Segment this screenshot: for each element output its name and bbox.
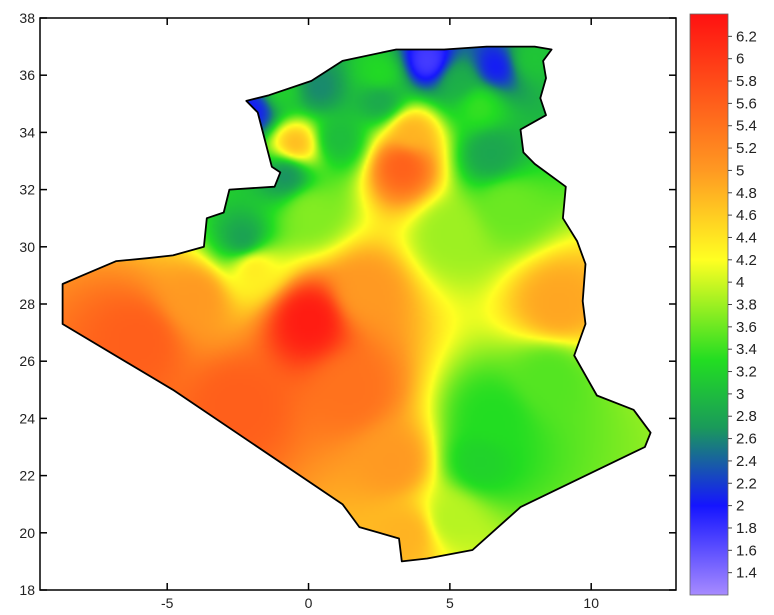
colorbar-tick-label: 4 [736,274,744,291]
x-axis: -5 0 5 10 [161,18,599,611]
colorbar-tick-label: 3.8 [736,297,757,314]
colorbar-tick-label: 1.6 [736,542,757,559]
colorbar-tick-label: 3.6 [736,319,757,336]
y-tick-label: 20 [19,525,35,541]
colorbar-tick-label: 2.6 [736,431,757,448]
y-tick-label: 22 [19,468,35,484]
colorbar-tick-label: 2.8 [736,408,757,425]
colorbar-tick-label: 1.8 [736,520,757,537]
y-tick-label: 28 [19,296,35,312]
colorbar-tick-label: 5 [736,162,744,179]
y-tick-label: 30 [19,239,35,255]
colorbar-tick-label: 3.2 [736,364,757,381]
colorbar-tick-label: 2 [736,498,744,515]
y-tick-label: 36 [19,67,35,83]
colorbar-tick-label: 5.6 [736,95,757,112]
colorbar-tick-label: 6.2 [736,28,757,45]
colorbar-tick-label: 4.6 [736,207,757,224]
colorbar-tick-label: 5.8 [736,73,757,90]
colorbar-tick-label: 5.4 [736,118,757,135]
colorbar-ticks: 6.2 6 5.8 5.6 5.4 5.2 5 4.8 4.6 4.4 4.2 4 3.8 3.6 3.4 3… [728,28,757,582]
plot-area [39,17,677,591]
colorbar-tick-label: 4.4 [736,229,757,246]
x-tick-label: -5 [161,595,174,611]
y-tick-label: 32 [19,182,35,198]
colorbar-tick-label: 6 [736,51,744,68]
colorbar-tick-label: 3 [736,386,744,403]
colorbar-tick-label: 4.8 [736,185,757,202]
x-tick-label: 10 [583,595,599,611]
colorbar-tick-label: 5.2 [736,140,757,157]
colorbar-tick-label: 2.4 [736,453,757,470]
y-tick-label: 24 [19,410,35,426]
colorbar-tick-label: 1.4 [736,565,757,582]
colorbar-tick-label: 2.2 [736,475,757,492]
colorbar: 6.2 6 5.8 5.6 5.4 5.2 5 4.8 4.6 4.4 4.2 4 3.8 3.6 3.4 3… [689,13,757,596]
y-axis: 18 20 22 24 26 28 30 32 34 36 38 [19,10,676,598]
y-tick-label: 34 [19,124,35,140]
colorbar-ramp [689,13,729,596]
country-boundary [61,45,652,563]
y-tick-label: 26 [19,353,35,369]
y-tick-label: 18 [19,582,35,598]
x-tick-label: 0 [305,595,313,611]
colorbar-tick-label: 4.2 [736,252,757,269]
y-tick-label: 38 [19,10,35,26]
colorbar-tick-label: 3.4 [736,341,757,358]
x-tick-label: 5 [446,595,454,611]
